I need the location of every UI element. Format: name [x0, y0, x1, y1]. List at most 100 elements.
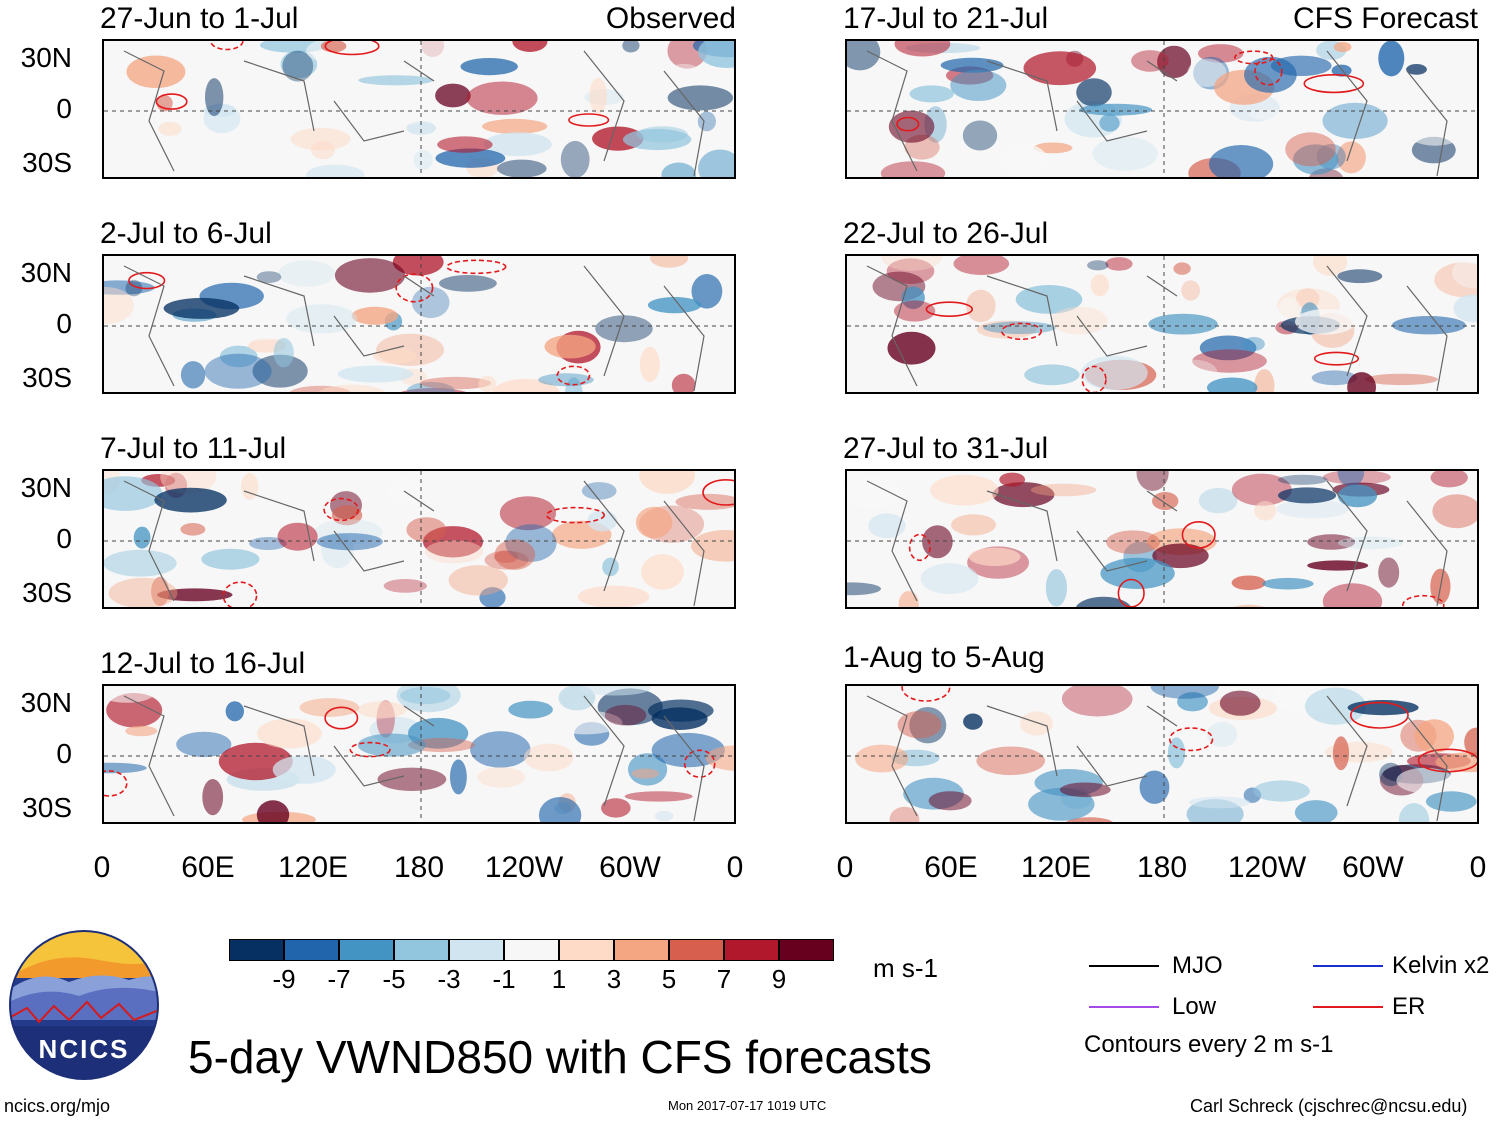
- lat-label-30n-3: 30N: [20, 472, 72, 503]
- anomaly-blob: [435, 148, 506, 168]
- anomaly-blob: [252, 354, 308, 388]
- anomaly-blob: [1313, 256, 1348, 276]
- anomaly-blob: [1322, 102, 1388, 139]
- anomaly-blob: [1099, 114, 1120, 132]
- anomaly-blob: [887, 331, 936, 365]
- anomaly-blob: [1378, 41, 1405, 77]
- anomaly-blob: [104, 280, 155, 295]
- footer-url[interactable]: ncics.org/mjo: [4, 1096, 111, 1116]
- lon-label-0-right: 0: [836, 851, 854, 884]
- er-contour: [1234, 50, 1274, 65]
- lat-label-30s-1: 30S: [22, 147, 72, 178]
- anomaly-blob: [477, 767, 525, 788]
- anomaly-blob: [1152, 492, 1179, 510]
- anomaly-blob: [647, 297, 702, 314]
- anomaly-blob: [273, 338, 294, 368]
- anomaly-blob: [671, 373, 696, 392]
- map-panel-observed-3: [102, 469, 736, 609]
- lon-label-60e-right: 60E: [924, 851, 978, 884]
- anomaly-blob: [1015, 285, 1083, 314]
- anomaly-blob: [966, 289, 996, 323]
- anomaly-blob: [976, 320, 1037, 339]
- anomaly-blob: [1254, 501, 1277, 521]
- anomaly-blob: [1347, 372, 1376, 392]
- anomaly-blob: [1396, 767, 1454, 794]
- anomaly-blob: [855, 744, 909, 773]
- anomaly-blob: [1087, 260, 1109, 271]
- anomaly-blob: [411, 286, 450, 319]
- anomaly-blob: [1337, 536, 1404, 550]
- anomaly-blob: [1453, 294, 1477, 323]
- map-field: [104, 471, 734, 607]
- legend-label-er: ER: [1392, 993, 1426, 1020]
- lat-label-eq-3: 0: [56, 523, 72, 554]
- anomaly-blob: [901, 286, 925, 310]
- anomaly-blob: [602, 557, 619, 577]
- anomaly-blob: [1435, 752, 1477, 773]
- anomaly-blob: [698, 41, 734, 68]
- anomaly-blob: [897, 711, 942, 739]
- anomaly-blob: [351, 306, 399, 325]
- anomaly-blob: [705, 745, 734, 771]
- lat-label-30n-4: 30N: [20, 687, 72, 718]
- anomaly-blob: [560, 140, 590, 177]
- anomaly-blob: [595, 315, 653, 343]
- colorbar-tick: 3: [606, 964, 622, 994]
- colorbar-swatch: [339, 939, 394, 961]
- legend-label-kelvin: Kelvin x2: [1392, 952, 1490, 979]
- anomaly-blob: [847, 41, 881, 71]
- anomaly-blob: [388, 113, 425, 125]
- lat-label-30s-4: 30S: [22, 792, 72, 823]
- anomaly-blob: [1131, 50, 1169, 72]
- legend-label-mjo: MJO: [1172, 952, 1223, 979]
- anomaly-blob: [675, 493, 734, 510]
- anomaly-blob: [524, 743, 574, 772]
- anomaly-blob: [160, 471, 217, 495]
- map-panel-forecast-4: [845, 684, 1479, 824]
- anomaly-blob: [494, 550, 519, 563]
- er-contour: [1313, 351, 1360, 366]
- anomaly-blob: [898, 591, 919, 607]
- anomaly-blob: [1307, 534, 1356, 550]
- anomaly-blob: [484, 132, 552, 157]
- anomaly-blob: [508, 700, 553, 719]
- anomaly-blob: [650, 256, 689, 268]
- anomaly-blob: [868, 513, 906, 539]
- anomaly-blob: [290, 127, 351, 151]
- map-field: [104, 41, 734, 177]
- legend-line-low: [1089, 1006, 1159, 1008]
- anomaly-blob: [176, 731, 232, 758]
- footer-author: Carl Schreck (cjschrec@ncsu.edu): [1190, 1096, 1468, 1116]
- legend-line-mjo: [1089, 965, 1159, 967]
- anomaly-blob: [1464, 727, 1477, 757]
- anomaly-blob: [1136, 471, 1169, 491]
- anomaly-blob: [1076, 78, 1112, 107]
- anomaly-blob: [667, 85, 733, 111]
- anomaly-blob: [601, 798, 631, 818]
- anomaly-blob: [1326, 687, 1374, 700]
- anomaly-blob: [158, 121, 182, 136]
- colorbar-tick: -1: [492, 964, 516, 994]
- anomaly-blob: [306, 164, 365, 177]
- anomaly-blob: [1273, 686, 1337, 714]
- anomaly-blob: [454, 331, 522, 347]
- anomaly-blob: [373, 348, 417, 364]
- anomaly-blob: [635, 506, 673, 539]
- colorbar-tick: -9: [272, 964, 296, 994]
- anomaly-blob: [400, 687, 451, 705]
- anomaly-blob: [1244, 56, 1297, 93]
- anomaly-blob: [1231, 473, 1292, 506]
- anomaly-blob: [976, 746, 1045, 776]
- anomaly-blob: [880, 161, 946, 177]
- er-contour: [556, 365, 591, 386]
- anomaly-blob: [104, 686, 156, 703]
- anomaly-blob: [201, 548, 260, 570]
- lon-label-0e-right: 0: [1469, 851, 1487, 884]
- er-contour: [324, 706, 359, 730]
- anomaly-blob: [1024, 364, 1080, 386]
- anomaly-blob: [1392, 316, 1466, 335]
- anomaly-blob: [1452, 257, 1477, 289]
- anomaly-blob: [104, 287, 134, 324]
- anomaly-blob: [1033, 142, 1073, 154]
- anomaly-blob: [1167, 737, 1186, 769]
